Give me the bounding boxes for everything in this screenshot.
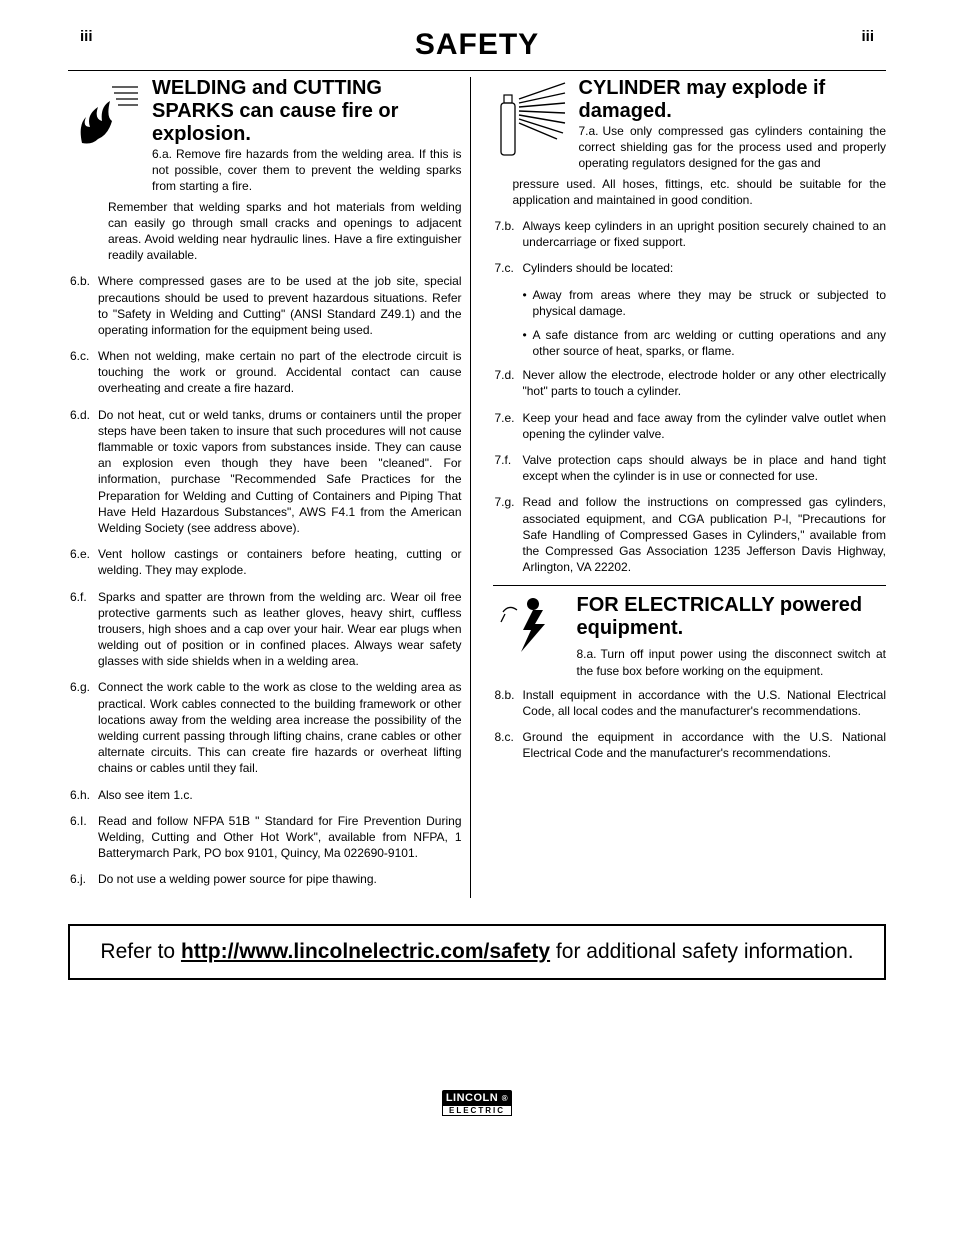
item-text: Never allow the electrode, electrode hol… [523,367,887,399]
safety-item: 7.c.Cylinders should be located: [493,260,887,276]
safety-item: 7.g.Read and follow the instructions on … [493,494,887,575]
item-label: 6.I. [68,813,98,862]
header-rule [68,70,886,71]
item-label: 6.c. [68,348,98,397]
section-electrical-title-block: FOR ELECTRICALLY powered equipment. 8.a.… [577,594,887,678]
item-label: 6.j. [68,871,98,887]
section-welding-title-block: WELDING and CUTTING SPARKS can cause fir… [152,77,462,195]
bullet: • [523,287,533,319]
safety-item: 6.I.Read and follow NFPA 51B " Standard … [68,813,462,862]
item-label: 6.f. [68,589,98,670]
item-label: 7.d. [493,367,523,399]
logo-bottom: ELECTRIC [442,1105,512,1116]
safety-item: 6.e.Vent hollow castings or containers b… [68,546,462,578]
footer-url[interactable]: http://www.lincolnelectric.com/safety [181,940,550,963]
item-label: 7.f. [493,452,523,484]
page-number-left: iii [80,28,93,45]
item-label: 7.g. [493,494,523,575]
item-label: 7.c. [493,260,523,276]
bullet: • [523,327,533,359]
item-text: Do not use a welding power source for pi… [98,871,462,887]
section-electrical-head: FOR ELECTRICALLY powered equipment. 8.a.… [493,594,887,678]
section-electrical-title: FOR ELECTRICALLY powered equipment. [577,594,887,640]
item-text-partial: Remove fire hazards from the welding are… [152,147,462,193]
item-text: Ground the equipment in accordance with … [523,729,887,761]
safety-item: 7.e.Keep your head and face away from th… [493,410,887,442]
item-label: 6.e. [68,546,98,578]
item-text: Keep your head and face away from the cy… [523,410,887,442]
section-cylinder-head: CYLINDER may explode if damaged. 7.a.Use… [493,77,887,172]
item-text: Do not heat, cut or weld tanks, drums or… [98,407,462,537]
electrical-shock-icon [493,594,569,668]
item-text: Always keep cylinders in an upright posi… [523,218,887,250]
item-text: Where compressed gases are to be used at… [98,273,462,338]
item-label: 6.d. [68,407,98,537]
safety-item: 6.b.Where compressed gases are to be use… [68,273,462,338]
safety-item: 8.c.Ground the equipment in accordance w… [493,729,887,761]
item-text: Sparks and spatter are thrown from the w… [98,589,462,670]
fire-explosion-icon [68,77,144,151]
lincoln-electric-logo: LINCOLN ® ELECTRIC [442,1090,512,1116]
item-label: 7.a. [579,124,603,138]
header: iii SAFETY iii [68,28,886,62]
logo-top: LINCOLN ® [442,1090,512,1105]
item-text: Connect the work cable to the work as cl… [98,679,462,776]
safety-item: 6.j.Do not use a welding power source fo… [68,871,462,887]
item-6a-continuation: Remember that welding sparks and hot mat… [108,199,462,264]
item-text: Read and follow NFPA 51B " Standard for … [98,813,462,862]
item-label: 6.h. [68,787,98,803]
item-text: Read and follow the instructions on comp… [523,494,887,575]
item-label: 7.b. [493,218,523,250]
item-label: 8.b. [493,687,523,719]
item-text: Turn off input power using the disconnec… [577,647,887,677]
safety-item: 8.b.Install equipment in accordance with… [493,687,887,719]
item-label: 6.b. [68,273,98,338]
item-6a-start: 6.a.Remove fire hazards from the welding… [152,146,462,195]
item-label: 8.c. [493,729,523,761]
page: iii SAFETY iii [0,0,954,1235]
safety-item: 6.h.Also see item 1.c. [68,787,462,803]
item-text: Valve protection caps should always be i… [523,452,887,484]
item-text-partial: Use only compressed gas cylinders contai… [579,124,887,170]
safety-item: 6.g.Connect the work cable to the work a… [68,679,462,776]
section-divider [493,585,887,586]
section-welding-head: WELDING and CUTTING SPARKS can cause fir… [68,77,462,195]
safety-item: 6.d.Do not heat, cut or weld tanks, drum… [68,407,462,537]
section-cylinder-title: CYLINDER may explode if damaged. [579,77,887,123]
safety-item: 7.b.Always keep cylinders in an upright … [493,218,887,250]
cylinder-explode-icon [493,77,571,151]
item-7a-continuation: pressure used. All hoses, fittings, etc.… [513,176,887,208]
section-cylinder-title-block: CYLINDER may explode if damaged. 7.a.Use… [579,77,887,172]
logo-container: LINCOLN ® ELECTRIC [68,1090,886,1118]
item-7a-start: 7.a.Use only compressed gas cylinders co… [579,123,887,172]
left-column: WELDING and CUTTING SPARKS can cause fir… [68,77,471,898]
footer-reference-box: Refer to http://www.lincolnelectric.com/… [68,924,886,980]
sub-item-text: Away from areas where they may be struck… [533,287,887,319]
item-label: 6.g. [68,679,98,776]
item-label: 6.a. [152,147,176,161]
item-text: Cylinders should be located: [523,260,887,276]
safety-item: 6.c.When not welding, make certain no pa… [68,348,462,397]
sub-item: •Away from areas where they may be struc… [523,287,887,319]
item-label: 8.a. [577,647,601,661]
footer-post: for additional safety information. [550,940,854,963]
item-label: 7.e. [493,410,523,442]
item-text: Also see item 1.c. [98,787,462,803]
item-text: Install equipment in accordance with the… [523,687,887,719]
safety-item: 7.d.Never allow the electrode, electrode… [493,367,887,399]
item-text: When not welding, make certain no part o… [98,348,462,397]
section-welding-title: WELDING and CUTTING SPARKS can cause fir… [152,77,462,146]
safety-item: 6.f.Sparks and spatter are thrown from t… [68,589,462,670]
safety-item: 7.f.Valve protection caps should always … [493,452,887,484]
sub-item: •A safe distance from arc welding or cut… [523,327,887,359]
page-title: SAFETY [415,28,539,62]
footer-pre: Refer to [100,940,181,963]
item-8a: 8.a.Turn off input power using the disco… [577,646,887,678]
columns: WELDING and CUTTING SPARKS can cause fir… [68,77,886,898]
item-text: Vent hollow castings or containers befor… [98,546,462,578]
right-column: CYLINDER may explode if damaged. 7.a.Use… [493,77,887,898]
page-number-right: iii [861,28,874,45]
sub-item-text: A safe distance from arc welding or cutt… [533,327,887,359]
